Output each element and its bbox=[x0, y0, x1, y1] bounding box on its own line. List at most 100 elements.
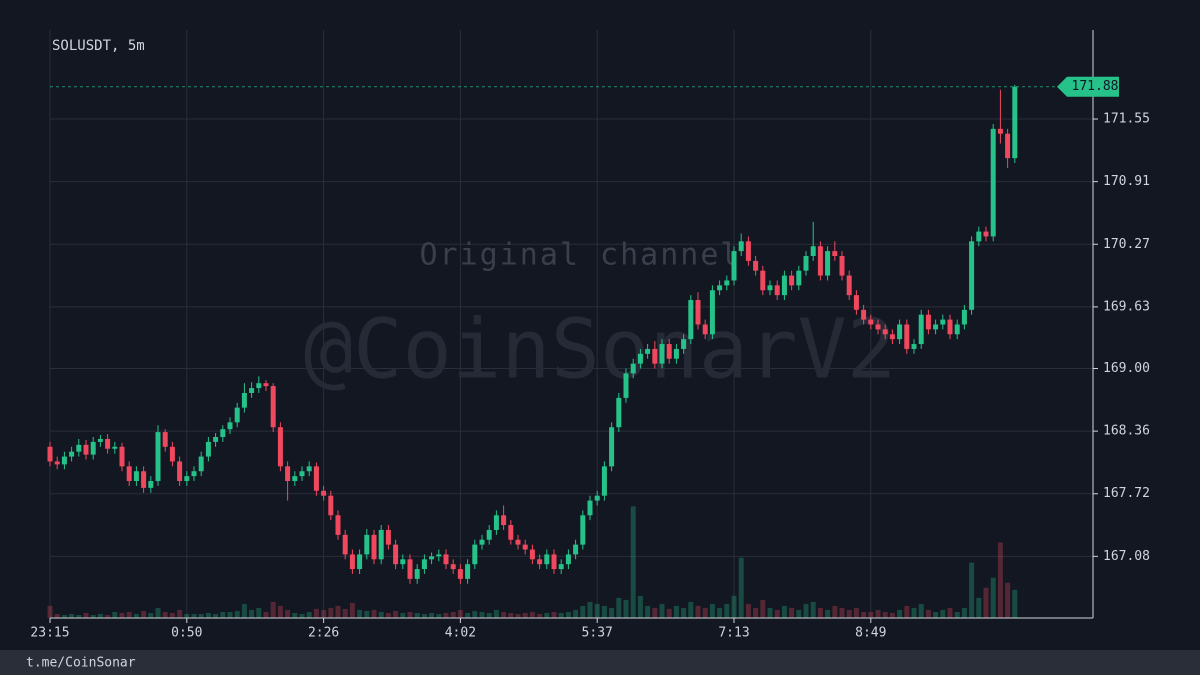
volume-bar bbox=[133, 613, 139, 618]
candle-body bbox=[177, 461, 183, 482]
volume-bar bbox=[537, 613, 543, 618]
volume-bar bbox=[335, 605, 341, 618]
candle-body bbox=[119, 446, 125, 467]
volume-bar bbox=[760, 599, 766, 618]
volume-bar bbox=[616, 597, 622, 618]
candle-body bbox=[803, 256, 809, 271]
candle-body bbox=[918, 314, 924, 345]
candle-body bbox=[493, 515, 499, 530]
volume-bar bbox=[897, 609, 903, 618]
candle-body bbox=[637, 353, 643, 364]
candle-body bbox=[378, 529, 384, 560]
volume-bar bbox=[882, 611, 888, 618]
volume-bar bbox=[544, 612, 550, 618]
volume-bar bbox=[54, 613, 60, 618]
candle-body bbox=[141, 471, 147, 488]
volume-bar bbox=[745, 603, 751, 618]
candle-body bbox=[213, 437, 219, 442]
candle-body bbox=[666, 344, 672, 359]
candle-body bbox=[738, 241, 744, 252]
candle-body bbox=[169, 446, 175, 462]
candle-body bbox=[198, 456, 204, 472]
y-tick-label: 169.00 bbox=[1103, 361, 1150, 376]
watermark: @CoinSonarV2 bbox=[304, 302, 896, 397]
candle-body bbox=[558, 564, 564, 570]
volume-bar bbox=[436, 613, 442, 618]
volume-bar bbox=[781, 605, 787, 618]
chart-title: SOLUSDT, 5m bbox=[52, 38, 145, 54]
volume-bar bbox=[961, 607, 967, 618]
x-tick-label: 5:37 bbox=[582, 626, 613, 641]
volume-bar bbox=[205, 612, 211, 618]
volume-bar bbox=[119, 612, 125, 618]
volume-bar bbox=[177, 609, 183, 618]
volume-bar bbox=[414, 612, 420, 618]
volume-bar bbox=[1005, 582, 1011, 618]
candle-body bbox=[911, 344, 917, 349]
candle-body bbox=[407, 559, 413, 579]
candle-body bbox=[61, 456, 67, 465]
volume-bar bbox=[83, 612, 89, 618]
volume-bar bbox=[681, 607, 687, 618]
volume-bar bbox=[342, 608, 348, 618]
candle-body bbox=[328, 495, 334, 516]
volume-bar bbox=[220, 611, 226, 618]
candle-body bbox=[796, 270, 802, 286]
candle-body bbox=[825, 251, 831, 276]
candle-body bbox=[313, 466, 319, 491]
candle-body bbox=[659, 344, 665, 364]
candle-body bbox=[889, 334, 895, 340]
candle-body bbox=[263, 383, 269, 387]
volume-bar bbox=[421, 613, 427, 618]
volume-bar bbox=[673, 605, 679, 618]
volume-bar bbox=[717, 607, 723, 618]
candle-body bbox=[508, 525, 514, 540]
volume-bar bbox=[457, 609, 463, 618]
candle-body bbox=[925, 314, 931, 330]
candle-body bbox=[904, 324, 910, 349]
candle-body bbox=[544, 554, 550, 565]
volume-bar bbox=[393, 610, 399, 618]
volume-bar bbox=[198, 613, 204, 618]
candle-body bbox=[789, 275, 795, 286]
candle-body bbox=[839, 256, 845, 276]
candle-body bbox=[695, 300, 701, 325]
volume-bar bbox=[702, 607, 708, 618]
last-price-label: 171.88 bbox=[1072, 79, 1119, 94]
candle-body bbox=[306, 466, 312, 472]
candle-body bbox=[450, 564, 456, 570]
candle-body bbox=[83, 444, 89, 455]
volume-bar bbox=[162, 611, 168, 618]
volume-bar bbox=[789, 607, 795, 618]
candle-body bbox=[220, 429, 226, 438]
volume-bar bbox=[378, 611, 384, 618]
candle-body bbox=[760, 270, 766, 291]
volume-bar bbox=[637, 595, 643, 618]
candle-body bbox=[673, 348, 679, 359]
volume-bar bbox=[832, 605, 838, 618]
candle-body bbox=[342, 534, 348, 555]
volume-bar bbox=[753, 607, 759, 618]
candle-body bbox=[529, 549, 535, 560]
y-tick-label: 168.36 bbox=[1103, 424, 1150, 439]
volume-bar bbox=[141, 610, 147, 618]
candle-body bbox=[321, 490, 327, 496]
volume-bar bbox=[688, 601, 694, 618]
volume-bar bbox=[277, 605, 283, 618]
candle-body bbox=[227, 422, 233, 430]
volume-bar bbox=[501, 611, 507, 618]
candle-body bbox=[753, 260, 759, 271]
candle-body bbox=[385, 529, 391, 545]
candle-body bbox=[702, 324, 708, 335]
candle-body bbox=[133, 471, 139, 482]
volume-bar bbox=[213, 613, 219, 618]
volume-bar bbox=[292, 612, 298, 618]
volume-bar bbox=[997, 542, 1003, 618]
candle-body bbox=[954, 324, 960, 335]
candle-body bbox=[486, 529, 492, 540]
candle-body bbox=[47, 446, 53, 462]
x-tick-label: 8:49 bbox=[855, 626, 886, 641]
volume bbox=[47, 506, 1018, 618]
volume-bar bbox=[731, 595, 737, 618]
candle-body bbox=[681, 339, 687, 349]
